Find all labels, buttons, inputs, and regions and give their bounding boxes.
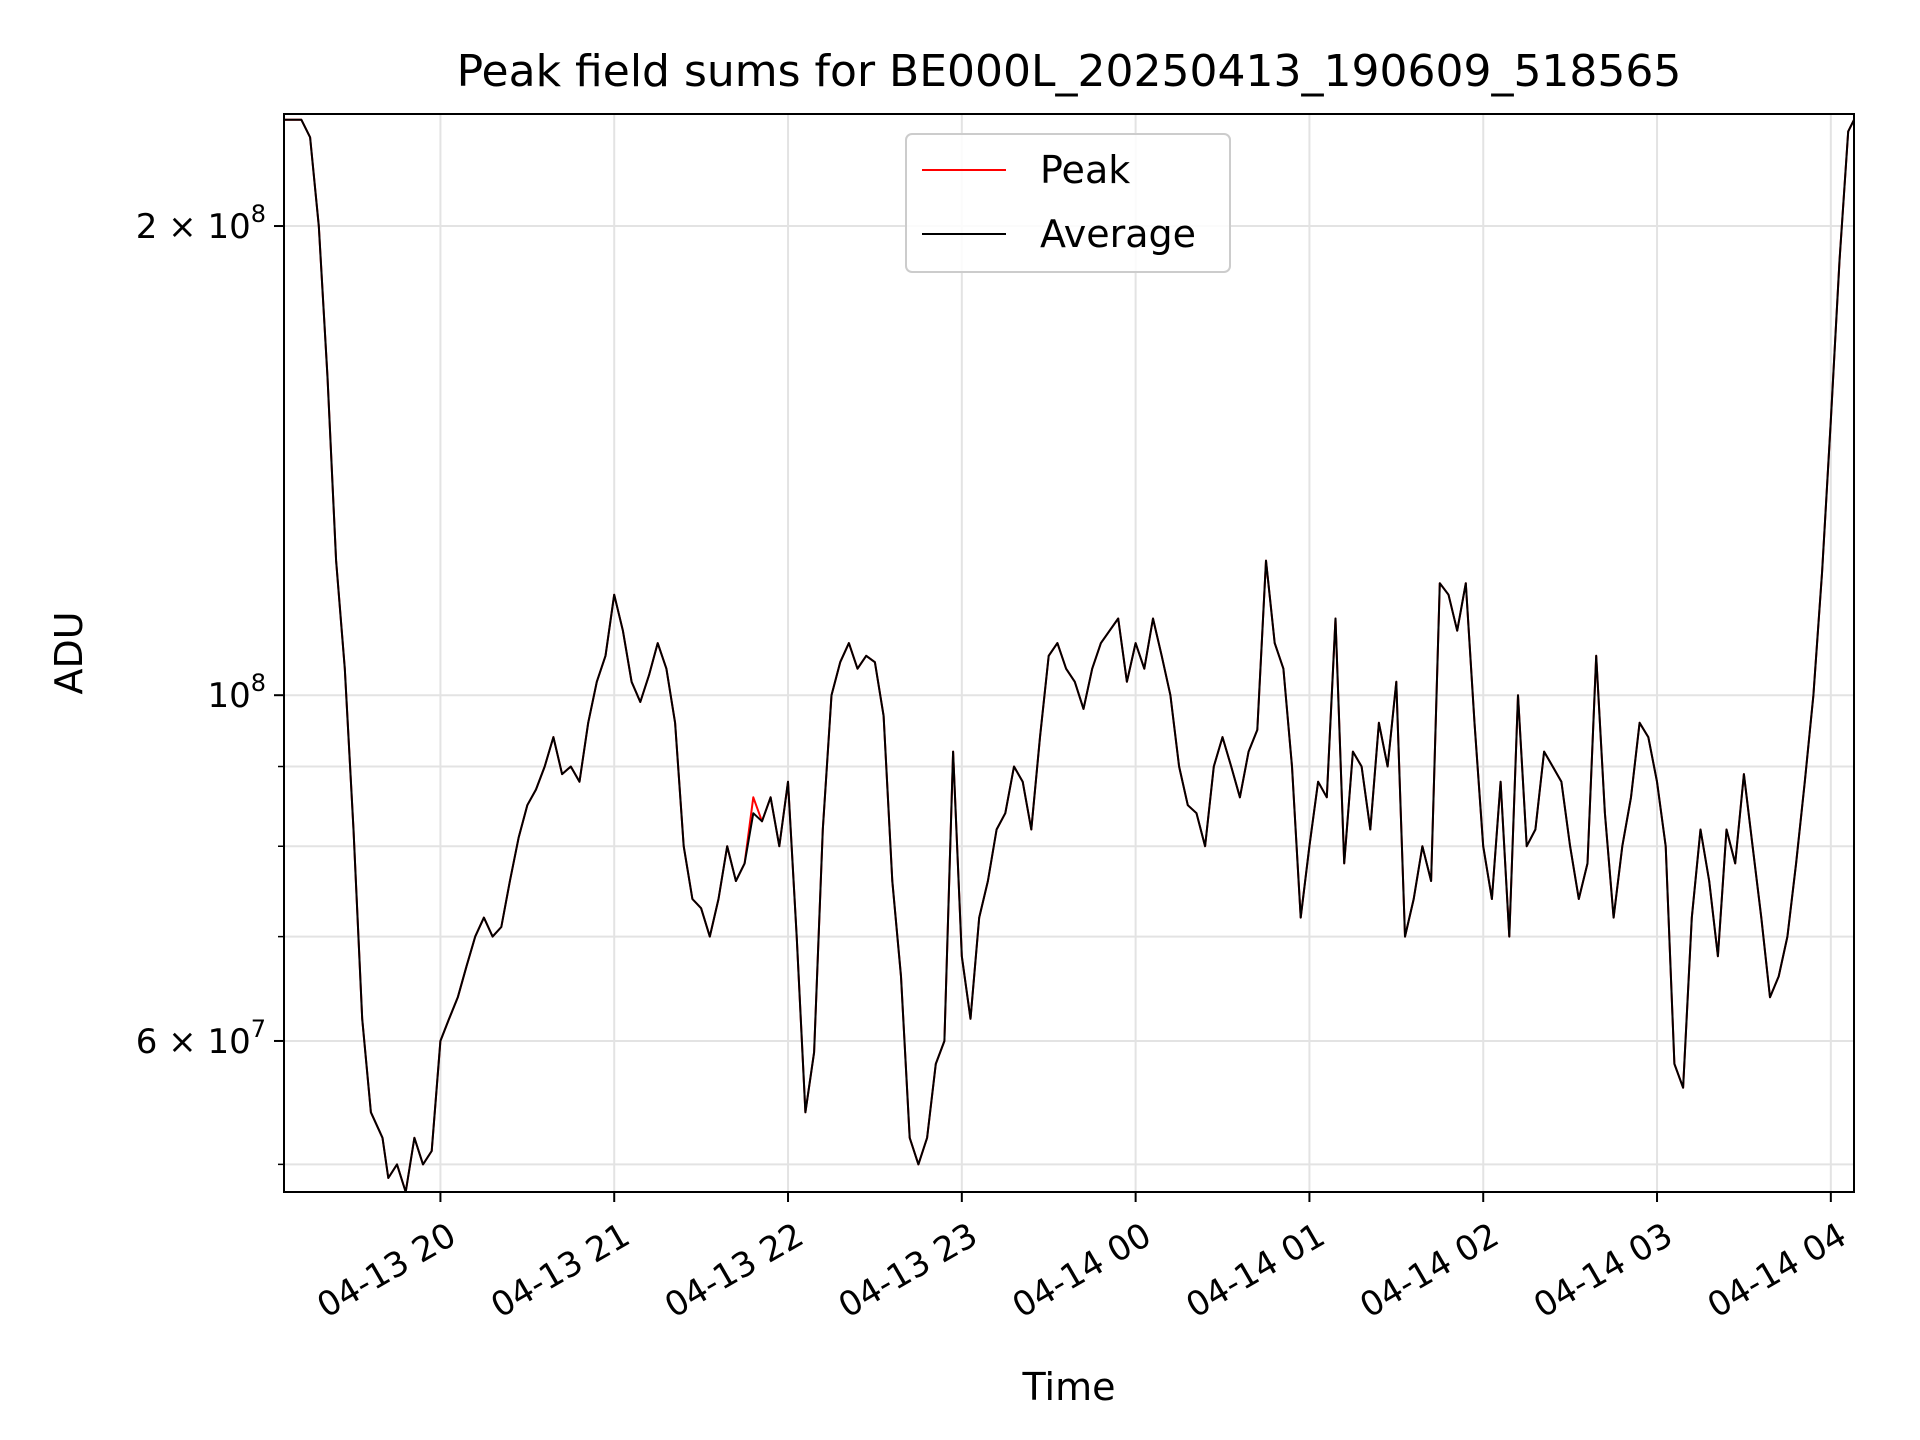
y-tick-base: 10 xyxy=(207,1022,250,1062)
y-tick-base: 10 xyxy=(207,207,250,247)
y-tick-times: × xyxy=(157,1022,207,1062)
y-tick-exponent: 8 xyxy=(251,200,266,228)
legend: Peak Average xyxy=(905,133,1231,273)
series-line-average xyxy=(284,118,1855,1193)
y-tick-mantissa: 6 xyxy=(136,1022,158,1062)
y-tick-exponent: 8 xyxy=(251,669,266,697)
chart-title: Peak field sums for BE000L_20250413_1906… xyxy=(457,46,1682,97)
y-tick-label: 2 × 108 xyxy=(136,200,266,247)
legend-label-average: Average xyxy=(1040,212,1196,256)
y-tick-label: 6 × 107 xyxy=(136,1015,266,1062)
plot-frame xyxy=(283,113,1855,1193)
grid-layer xyxy=(284,114,1854,1192)
y-tick-exponent: 7 xyxy=(251,1015,266,1043)
y-tick-mantissa: 2 xyxy=(136,207,158,247)
y-axis-label: ADU xyxy=(47,611,91,694)
y-tick-times: × xyxy=(157,207,207,247)
legend-label-peak: Peak xyxy=(1040,148,1130,192)
series-layer xyxy=(284,118,1855,1193)
y-tick-label: 108 xyxy=(207,669,266,716)
y-tick-base: 10 xyxy=(207,676,250,716)
x-axis-label: Time xyxy=(1022,1365,1116,1409)
legend-box xyxy=(905,133,1231,273)
